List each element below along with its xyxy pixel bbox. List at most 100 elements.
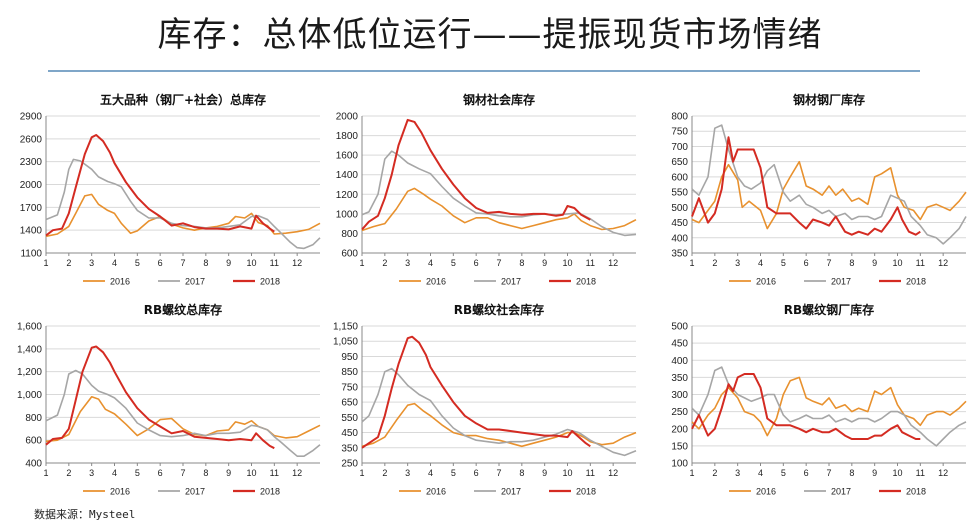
y-tick-label: 2000 (20, 180, 43, 191)
title-divider (48, 70, 920, 72)
x-tick-label: 6 (804, 468, 809, 478)
y-tick-label: 800 (25, 413, 42, 424)
x-tick-label: 2 (382, 258, 387, 268)
chart-svg: RB螺纹社会库存 250 350 450 550 650 750 850 950 1,050 1,1… (333, 302, 637, 497)
chart-steel-social-inventory: 钢材社会库存 600 800 1000 1200 1400 1600 1800 2000 1 2 3 4… (322, 88, 644, 296)
y-tick-label: 600 (671, 172, 688, 183)
x-tick-label: 11 (586, 258, 595, 268)
series-line-2016 (691, 376, 967, 437)
x-tick-label: 5 (451, 258, 456, 268)
y-tick-label: 600 (25, 436, 42, 447)
x-tick-label: 4 (758, 258, 763, 268)
x-tick-label: 10 (246, 468, 256, 478)
x-tick-label: 4 (112, 258, 117, 268)
y-tick-label: 700 (671, 142, 688, 153)
series-line-2018 (691, 136, 921, 236)
y-tick-label: 450 (671, 339, 688, 350)
y-tick-label: 550 (671, 188, 688, 199)
x-tick-label: 10 (562, 258, 572, 268)
x-tick-label: 6 (804, 258, 809, 268)
legend-label-2016: 2016 (426, 277, 446, 287)
x-tick-label: 3 (735, 258, 740, 268)
legend-label-2017: 2017 (501, 277, 521, 287)
y-tick-label: 750 (341, 382, 358, 393)
y-tick-label: 150 (671, 441, 688, 452)
x-tick-label: 11 (586, 468, 595, 478)
x-tick-label: 6 (474, 468, 479, 478)
x-tick-label: 12 (292, 258, 302, 268)
series-line-2018 (45, 345, 275, 450)
y-tick-label: 100 (671, 459, 688, 470)
y-tick-label: 500 (671, 322, 688, 333)
series-line-2016 (691, 160, 967, 230)
x-tick-label: 12 (608, 468, 618, 478)
y-tick-label: 1,400 (17, 344, 42, 355)
y-tick-label: 1,150 (333, 322, 358, 333)
x-tick-label: 11 (270, 468, 279, 478)
legend-label-2016: 2016 (756, 487, 776, 497)
x-tick-label: 6 (158, 258, 163, 268)
legend-label-2018: 2018 (260, 277, 280, 287)
x-tick-label: 9 (872, 258, 877, 268)
x-tick-label: 8 (849, 258, 854, 268)
x-tick-label: 11 (916, 468, 925, 478)
legend-label-2017: 2017 (501, 487, 521, 497)
x-tick-label: 11 (270, 258, 279, 268)
y-tick-label: 450 (341, 428, 358, 439)
x-tick-label: 1 (43, 468, 48, 478)
y-tick-label: 2900 (20, 112, 43, 123)
x-tick-label: 5 (451, 468, 456, 478)
x-tick-label: 4 (428, 258, 433, 268)
x-tick-label: 9 (542, 468, 547, 478)
series-line-2018 (361, 118, 591, 231)
y-tick-label: 400 (25, 459, 42, 470)
series-line-2016 (361, 402, 637, 448)
y-tick-label: 750 (671, 127, 688, 138)
x-tick-label: 10 (562, 468, 572, 478)
x-tick-label: 7 (180, 468, 185, 478)
data-source-note: 数据来源：Mysteel (34, 508, 136, 521)
x-tick-label: 12 (292, 468, 302, 478)
x-tick-label: 9 (542, 258, 547, 268)
x-tick-label: 4 (112, 468, 117, 478)
x-tick-label: 8 (849, 468, 854, 478)
chart-title: 钢材社会库存 (463, 92, 535, 107)
series-line-2018 (691, 373, 921, 440)
series-line-2018 (361, 335, 591, 449)
x-tick-label: 2 (382, 468, 387, 478)
chart-steel-mill-inventory: 钢材钢厂库存 350 400 450 500 550 600 650 700 750 800 1 2 3 4… (652, 88, 974, 296)
legend-label-2018: 2018 (906, 487, 926, 497)
x-tick-label: 8 (519, 258, 524, 268)
x-tick-label: 5 (135, 468, 140, 478)
y-tick-label: 500 (671, 203, 688, 214)
series-line-2017 (361, 367, 637, 457)
chart-title: 钢材钢厂库存 (793, 92, 865, 107)
chart-title: 五大品种（钢厂+社会）总库存 (100, 92, 266, 107)
chart-total-inventory-five-products: 五大品种（钢厂+社会）总库存 1100 1400 1700 2000 2300 2600 29… (6, 88, 328, 296)
legend-label-2016: 2016 (110, 277, 130, 287)
y-tick-label: 200 (671, 424, 688, 435)
y-tick-label: 1,200 (17, 367, 42, 378)
y-tick-label: 400 (671, 233, 688, 244)
y-tick-label: 250 (671, 407, 688, 418)
x-tick-label: 3 (89, 258, 94, 268)
y-tick-label: 2600 (20, 134, 43, 145)
x-tick-label: 6 (158, 468, 163, 478)
x-tick-label: 4 (428, 468, 433, 478)
chart-rebar-total-inventory: RB螺纹总库存 400 600 800 1,000 1,200 1,400 1,600 1 2 3 4… (6, 298, 328, 506)
y-tick-label: 350 (671, 373, 688, 384)
y-tick-label: 950 (341, 352, 358, 363)
y-tick-label: 2300 (20, 157, 43, 168)
series-line-2017 (691, 366, 967, 447)
x-tick-label: 1 (43, 258, 48, 268)
legend-label-2018: 2018 (260, 487, 280, 497)
x-tick-label: 1 (689, 468, 694, 478)
y-tick-label: 1000 (336, 209, 359, 220)
y-tick-label: 650 (671, 157, 688, 168)
x-tick-label: 8 (203, 468, 208, 478)
y-tick-label: 1600 (336, 151, 359, 162)
x-tick-label: 5 (781, 468, 786, 478)
y-tick-label: 1800 (336, 131, 359, 142)
